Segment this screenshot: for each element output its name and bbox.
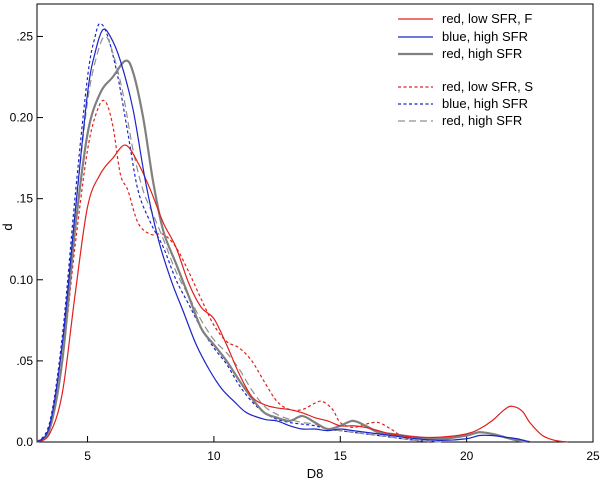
y-tick-label: .15 [16,192,33,206]
y-axis: 0.0 .05 0.10 .15 0.20 .25 [10,29,43,449]
y-tick-label: .05 [16,354,33,368]
legend-label: red, high SFR [442,46,522,61]
series-line-5 [36,35,442,443]
legend-label: blue, high SFR [442,96,528,111]
x-tick-label: 20 [460,449,474,463]
y-tick-label: 0.20 [10,111,34,125]
series-layer [36,22,568,444]
x-tick-label: 10 [207,449,221,463]
series-line-0 [36,144,568,443]
plot-frame [36,3,594,443]
x-axis-label: D8 [307,466,324,481]
y-tick-label: 0.10 [10,273,34,287]
x-tick-label: 15 [334,449,348,463]
legend-label: red, low SFR, F [442,11,532,26]
y-tick-label: 0.0 [16,435,33,449]
legend-label: red, low SFR, S [442,79,533,94]
y-axis-label: d [0,223,15,230]
series-line-1 [36,28,530,443]
legend-label: red, high SFR [442,113,522,128]
x-tick-label: 5 [84,449,91,463]
series-line-3 [36,99,429,443]
legend-label: blue, high SFR [442,29,528,44]
x-axis: 5 10 15 20 25 [84,436,600,463]
x-tick-label: 25 [586,449,600,463]
series-line-2 [36,59,530,444]
legend: red, low SFR, F blue, high SFR red, high S… [398,11,533,128]
y-tick-label: .25 [16,29,33,43]
